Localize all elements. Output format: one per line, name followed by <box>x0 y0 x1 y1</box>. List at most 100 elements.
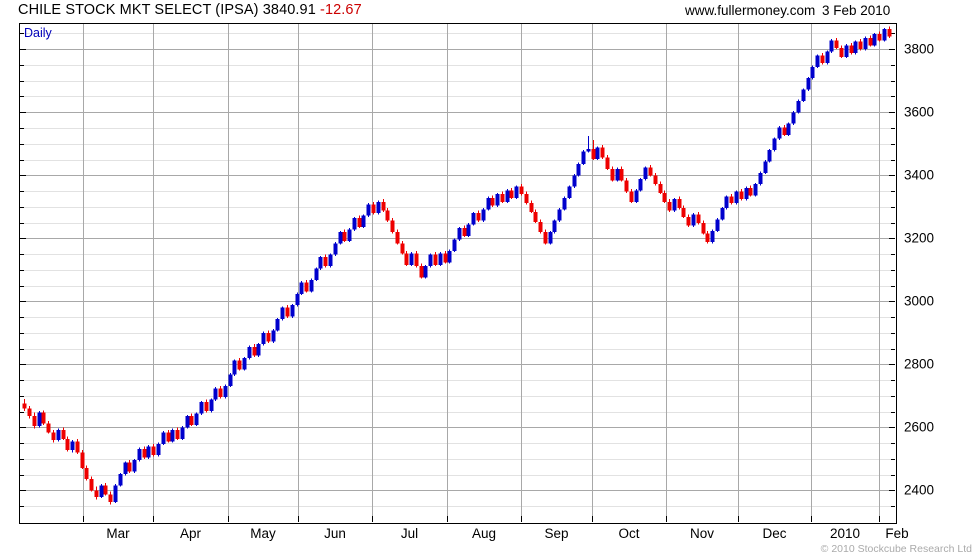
ohlc-bar-up <box>557 209 562 221</box>
ohlc-bar-up <box>242 358 247 370</box>
ohlc-bar-up <box>366 204 371 216</box>
ohlc-bar-down <box>381 201 386 211</box>
ohlc-bar-up <box>810 66 815 79</box>
ohlc-bar-up <box>452 239 457 251</box>
ohlc-bar-down <box>839 47 844 57</box>
ohlc-bar-up <box>56 429 61 441</box>
ohlc-bar-down <box>371 204 376 214</box>
ohlc-bar-up <box>572 175 577 187</box>
y-axis-labels: 2400 2600 2800 3000 3200 3400 3600 3800 <box>901 23 980 524</box>
ohlc-bar-up <box>548 232 553 244</box>
ohlc-bar-up <box>295 293 300 306</box>
ohlc-bar-down <box>443 253 448 263</box>
ohlc-bar-up <box>872 34 877 46</box>
ohlc-bar-down <box>166 432 171 442</box>
ohlc-bar-up <box>185 416 190 428</box>
ohlc-bar-up <box>638 179 643 191</box>
ohlc-bar-up <box>758 172 763 185</box>
ohlc-bar-up <box>232 360 237 375</box>
ohlc-bar-up <box>438 253 443 265</box>
ohlc-bar-up <box>228 374 233 386</box>
ohlc-bar-down <box>629 191 634 202</box>
ohlc-bar-up <box>481 209 486 221</box>
ohlc-bar-up <box>634 190 639 202</box>
ohlc-bar-down <box>500 194 505 202</box>
ohlc-bar-down <box>390 220 395 233</box>
ohlc-bar-down <box>304 282 309 292</box>
ohlc-bar-up <box>123 462 128 475</box>
ohlc-bar-up <box>595 147 600 159</box>
ohlc-bar-up <box>137 448 142 461</box>
ohlc-bar-down <box>433 254 438 265</box>
ohlc-bar-up <box>691 214 696 226</box>
ohlc-bar-up <box>796 100 801 113</box>
ohlc-bar-up <box>361 215 366 227</box>
ohlc-bar-down <box>662 192 667 202</box>
ohlc-bar-down <box>94 490 99 497</box>
ohlc-bar-down <box>653 175 658 185</box>
ohlc-bar-up <box>777 127 782 139</box>
x-axis-labels: Mar Apr May Jun Jul Aug Sep Oct Nov Dec 2010 Feb <box>0 526 980 550</box>
ohlc-bar-down <box>686 216 691 226</box>
ohlc-bar-up <box>567 186 572 198</box>
ohlc-bar-down <box>868 37 873 46</box>
ohlc-bar-down <box>108 494 113 502</box>
ohlc-bar-down <box>600 147 605 158</box>
y-axis-tick-label: 2600 <box>904 419 935 435</box>
ohlc-bar-up <box>447 250 452 263</box>
ohlc-bar-up <box>466 224 471 236</box>
x-axis-tick-label: Jun <box>324 526 346 541</box>
ohlc-bar-down <box>252 346 257 356</box>
ohlc-bar-down <box>218 388 223 398</box>
y-axis-tick-label: 2400 <box>904 482 935 498</box>
ohlc-bar-down <box>32 416 37 427</box>
ohlc-bar-up <box>552 220 557 233</box>
ohlc-bar-up <box>744 187 749 200</box>
ohlc-bar-up <box>457 228 462 240</box>
ohlc-bar-down <box>538 221 543 233</box>
ohlc-bar-up <box>170 429 175 442</box>
ohlc-bar-up <box>376 201 381 214</box>
ohlc-bar-down <box>462 228 467 236</box>
ohlc-bar-down <box>524 194 529 204</box>
ohlc-bar-down <box>189 416 194 425</box>
ohlc-bar-up <box>299 282 304 294</box>
ohlc-bar-down <box>285 307 290 317</box>
x-axis-tick-label: Mar <box>106 526 130 541</box>
ohlc-bar-down <box>624 180 629 192</box>
ohlc-bar-down <box>204 402 209 412</box>
ohlc-bar-up <box>763 161 768 173</box>
ohlc-bar-up <box>271 330 276 342</box>
x-axis-tick-label: May <box>250 526 276 541</box>
ohlc-bar-down <box>127 462 132 472</box>
ohlc-bar-down <box>533 211 538 222</box>
ohlc-bar-down <box>103 485 108 495</box>
ohlc-bar-up <box>280 307 285 320</box>
ohlc-bar-up <box>829 40 834 52</box>
y-axis-tick-label: 3800 <box>904 41 935 57</box>
ohlc-bar-down <box>476 213 481 221</box>
x-axis-tick-label: 2010 <box>829 526 861 541</box>
ohlc-bar-up <box>428 254 433 267</box>
ohlc-bar-up <box>318 257 323 269</box>
ohlc-bar-up <box>586 148 591 152</box>
ohlc-bar-series <box>22 26 892 505</box>
ohlc-bar-up <box>734 191 739 204</box>
ohlc-bar-up <box>409 253 414 265</box>
ohlc-bar-up <box>715 219 720 231</box>
instrument-name: CHILE STOCK MKT SELECT (IPSA) <box>18 2 259 18</box>
x-axis-tick-label: Sep <box>544 526 569 541</box>
ohlc-bar-up <box>161 432 166 444</box>
ohlc-bar-up <box>495 194 500 206</box>
chart-header: CHILE STOCK MKT SELECT (IPSA) 3840.91 -1… <box>0 0 980 22</box>
ohlc-bar-down <box>404 253 409 265</box>
ohlc-bar-down <box>237 360 242 370</box>
ohlc-bar-down <box>887 29 892 37</box>
ohlc-bar-down <box>658 184 663 193</box>
ohlc-bar-down <box>591 148 596 159</box>
ohlc-bar-down <box>22 403 27 409</box>
x-axis-tick-label: Jul <box>400 526 419 541</box>
ohlc-bar-up <box>825 51 830 64</box>
ohlc-bar-down <box>395 232 400 244</box>
